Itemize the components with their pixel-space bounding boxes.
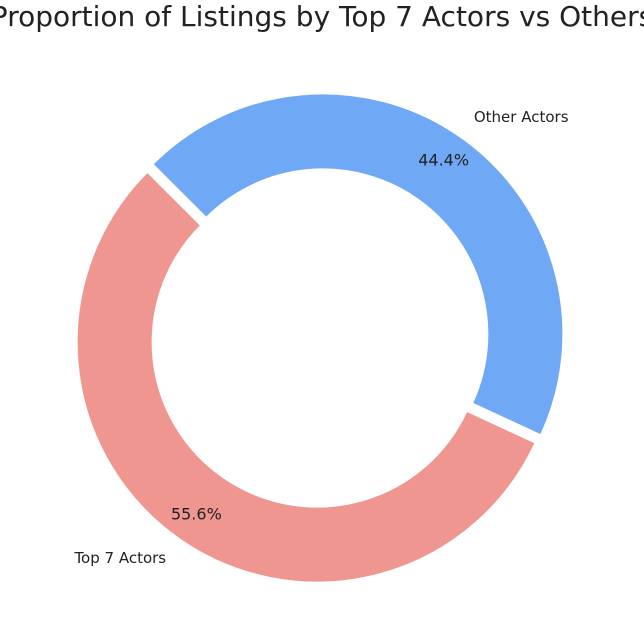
chart-title: Proportion of Listings by Top 7 Actors v… (0, 0, 644, 33)
donut-slice (152, 93, 564, 436)
slice-label: Top 7 Actors (73, 549, 166, 567)
slice-label: Other Actors (474, 108, 569, 126)
value-label: 55.6% (171, 505, 222, 524)
value-label: 44.4% (418, 150, 469, 169)
donut-slice (76, 171, 536, 583)
